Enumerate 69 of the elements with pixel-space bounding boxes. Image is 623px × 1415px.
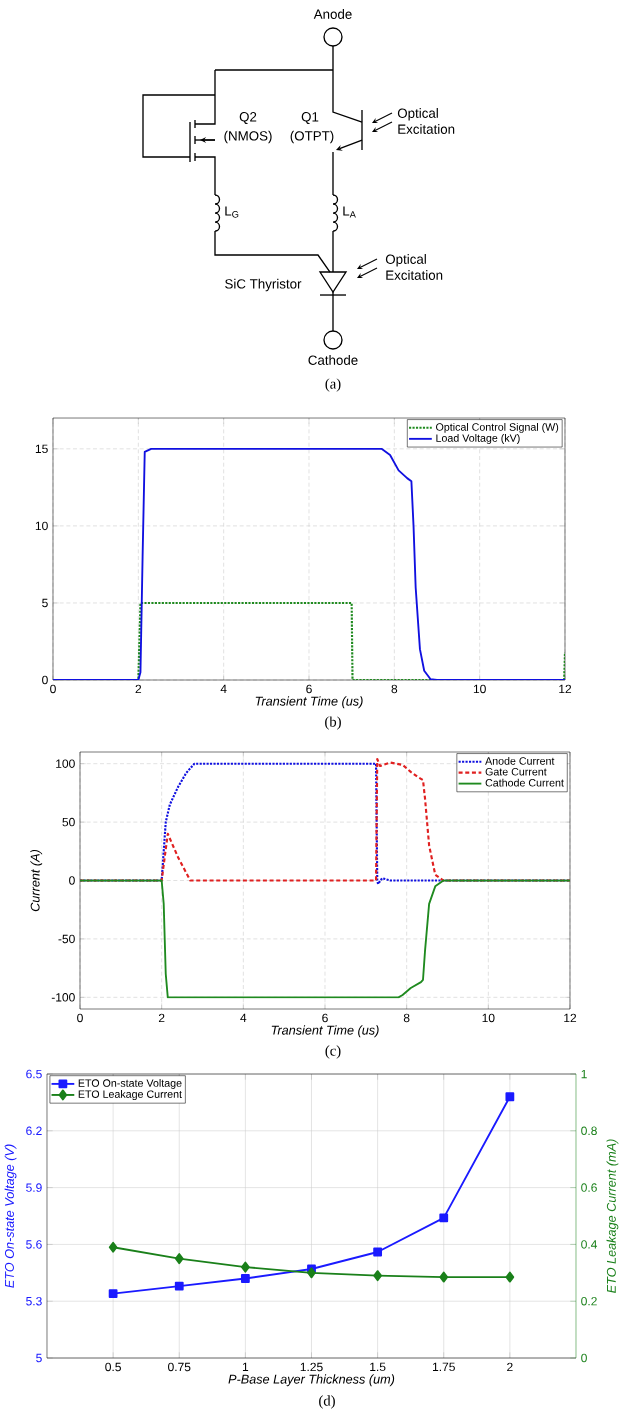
y-tick-label: 50 (62, 817, 75, 827)
legend-label: Gate Current (485, 767, 547, 776)
text: (NMOS) (224, 130, 272, 144)
text: (OTPT) (290, 130, 334, 144)
text: Q1 (301, 112, 319, 124)
y2-axis-title: ETO Leakage Current (mA) (606, 1139, 619, 1293)
legend-label: Cathode Current (485, 778, 564, 787)
y2-tick-label: 0.4 (581, 1240, 598, 1249)
y2-tick-label: 0.6 (581, 1183, 597, 1192)
y-tick-label: 100 (56, 759, 75, 768)
y-axis-title: Current (A) (30, 849, 43, 912)
legend-label: Load Voltage (kV) (436, 433, 520, 444)
text: (b) (325, 716, 342, 730)
y2-tick-label: 0 (581, 1353, 588, 1363)
y-tick-label: 6.2 (26, 1126, 42, 1136)
x-tick-label: 4 (220, 684, 227, 693)
x-tick-label: 0 (77, 1013, 83, 1023)
legend-label: ETO On-state Voltage (78, 1079, 182, 1089)
x-tick-label: 2 (507, 1362, 513, 1372)
x-tick-label: 12 (559, 684, 572, 694)
y-tick-label: 5 (42, 598, 48, 608)
y-tick-label: -100 (51, 993, 75, 1002)
text: L$_{A}$ (343, 206, 356, 218)
y-tick-label: 5 (36, 1353, 42, 1363)
x-tick-label: 2 (159, 1013, 165, 1023)
x-tick-label: 0.75 (168, 1362, 191, 1372)
x-tick-label: 1.75 (433, 1362, 456, 1372)
text: Anode Current (485, 756, 555, 765)
text: Q2 (239, 112, 257, 124)
x-tick-label: 2 (135, 684, 142, 694)
x-tick-label: 1 (243, 1362, 249, 1371)
y-tick-label: 5.6 (26, 1240, 42, 1249)
text: L$_{G}$ (225, 206, 239, 218)
y-tick-label: 15 (35, 444, 48, 454)
x-tick-label: 10 (482, 1013, 495, 1023)
x-axis-title: Transient Time (us) (271, 1025, 379, 1038)
y2-tick-label: 1 (581, 1069, 587, 1079)
legend-label: ETO Leakage Current (78, 1090, 183, 1101)
text: SiC Thyristor (225, 278, 302, 292)
text: (d) (319, 1395, 336, 1409)
x-tick-label: 1.5 (370, 1362, 386, 1372)
y2-tick-label: 0.2 (581, 1296, 597, 1306)
x-tick-label: 12 (564, 1013, 577, 1023)
x-tick-label: 0.5 (105, 1362, 122, 1372)
text: Anode (313, 9, 352, 19)
x-tick-label: 10 (474, 684, 486, 694)
y-axis-title: ETO On-state Voltage (V) (4, 1144, 17, 1288)
x-axis-title: Transient Time (us) (255, 696, 363, 709)
x-tick-label: 4 (240, 1013, 247, 1022)
x-axis-title: P-Base Layer Thickness (um) (228, 1374, 395, 1387)
text: Cathode (308, 355, 358, 365)
y-tick-label: 0 (69, 876, 75, 885)
text: Optical Excitation (386, 254, 443, 280)
y-tick-label: 6.5 (26, 1069, 42, 1079)
y-tick-label: 0 (42, 675, 48, 685)
x-tick-label: 6 (306, 684, 312, 694)
y-tick-label: 5.9 (26, 1183, 42, 1192)
text: (c) (325, 1045, 341, 1059)
y-tick-label: 10 (35, 521, 48, 531)
text: Optical Excitation (398, 108, 455, 134)
y-tick-label: 5.3 (26, 1296, 42, 1306)
text: (a) (325, 378, 341, 392)
x-tick-label: 1.25 (300, 1362, 323, 1372)
x-tick-label: 8 (391, 684, 398, 694)
x-tick-label: 8 (403, 1013, 410, 1023)
legend-label: Optical Control Signal (W) (436, 422, 559, 433)
y2-tick-label: 0.8 (581, 1126, 597, 1136)
x-tick-label: 6 (322, 1013, 328, 1023)
y-tick-label: -50 (58, 934, 75, 944)
